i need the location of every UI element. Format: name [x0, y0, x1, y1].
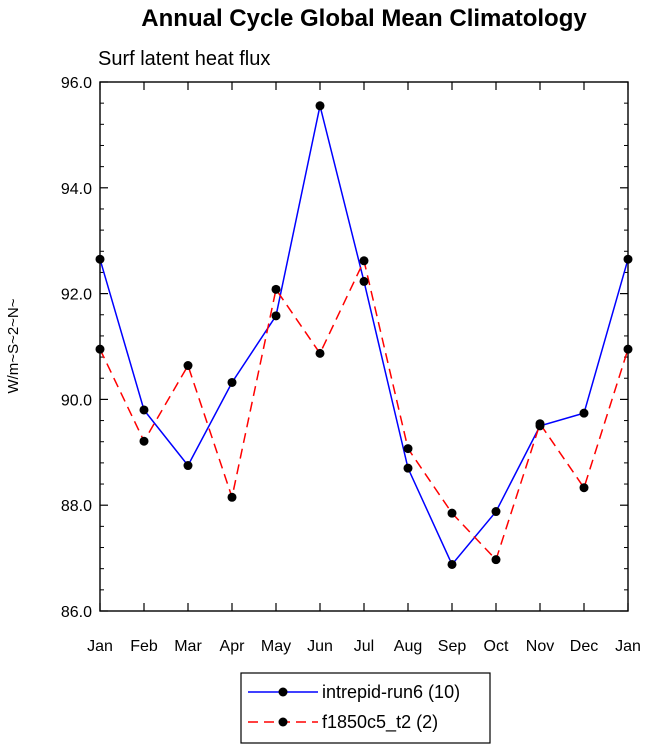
x-tick-label: Nov: [526, 638, 554, 655]
data-point: [315, 101, 325, 111]
data-point: [579, 483, 589, 493]
data-point: [535, 419, 545, 429]
x-tick-label: May: [261, 638, 291, 655]
x-tick-label: Feb: [130, 638, 158, 655]
data-point: [623, 254, 633, 264]
x-tick-label: Oct: [484, 638, 509, 655]
y-axis-label: W/m~S~2~N~: [5, 298, 22, 393]
data-point: [183, 361, 193, 371]
y-tick-label: 94.0: [61, 181, 92, 198]
x-tick-label: Jul: [354, 638, 374, 655]
series-line: [99, 105, 629, 566]
x-tick-label: Dec: [570, 638, 598, 655]
series-line: [99, 258, 629, 562]
data-point: [359, 256, 369, 266]
data-point: [227, 377, 237, 387]
x-tick-label: Sep: [438, 638, 467, 655]
data-point: [183, 461, 193, 471]
data-point: [491, 507, 501, 517]
chart-title: Annual Cycle Global Mean Climatology: [141, 5, 587, 32]
data-point: [359, 276, 369, 286]
data-point: [95, 344, 105, 354]
y-tick-label: 88.0: [61, 498, 92, 515]
legend: intrepid-run6 (10) f1850c5_t2 (2): [240, 672, 491, 744]
legend-box: [240, 672, 491, 744]
legend-label: intrepid-run6 (10): [322, 682, 460, 702]
x-tick-label: Apr: [220, 638, 246, 655]
legend-marker: [278, 687, 288, 697]
x-tick-label: Jan: [615, 638, 641, 655]
plot-frame: [99, 81, 629, 612]
data-point: [139, 405, 149, 415]
y-tick-label: 86.0: [61, 604, 92, 621]
series-layer: [95, 101, 633, 569]
x-tick-label: Aug: [394, 638, 422, 655]
y-tick-label: 96.0: [61, 75, 92, 92]
x-tick-label: Jan: [87, 638, 113, 655]
y-tick-label: 90.0: [61, 392, 92, 409]
data-point: [623, 344, 633, 354]
data-point: [447, 508, 457, 518]
data-point: [403, 444, 413, 454]
legend-marker: [278, 717, 288, 727]
x-tick-label: Jun: [307, 638, 333, 655]
data-point: [227, 492, 237, 502]
data-point: [491, 555, 501, 565]
data-point: [271, 311, 281, 321]
chart-subtitle: Surf latent heat flux: [98, 48, 270, 70]
legend-label: f1850c5_t2 (2): [322, 712, 438, 733]
data-point: [579, 408, 589, 418]
data-point: [447, 559, 457, 569]
data-point: [315, 348, 325, 358]
data-point: [403, 463, 413, 473]
data-point: [95, 254, 105, 264]
x-tick-label: Mar: [174, 638, 202, 655]
data-point: [271, 284, 281, 294]
y-tick-label: 92.0: [61, 287, 92, 304]
data-point: [139, 436, 149, 446]
axis-ticks: 86.0 88.0 90.0 92.0 94.0 96.0 Jan Feb Mar Apr May J…: [61, 75, 641, 655]
